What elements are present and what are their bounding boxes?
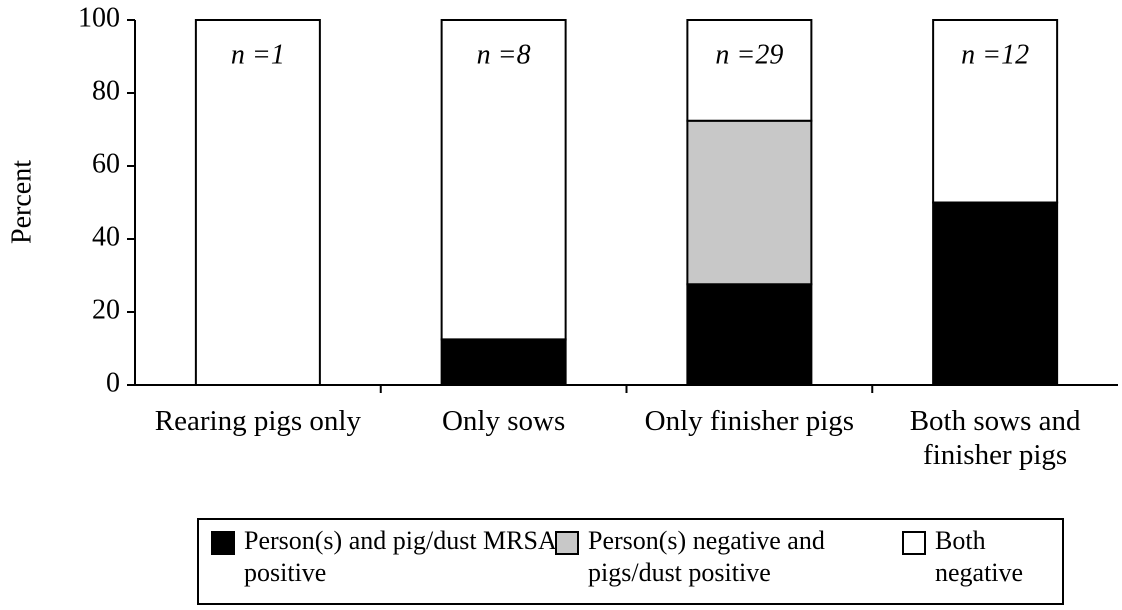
y-axis-label: Percent [6,160,37,244]
annotation: n =12 [961,39,1029,70]
bar-segment [194,19,321,386]
y-tick-label: 80 [92,75,120,106]
annotation: n =8 [477,39,531,70]
legend-label: Person(s) negative and pigs/dust positiv… [588,526,825,587]
annotation: n =1 [231,39,285,70]
bar-segment [932,19,1059,204]
bar-segment [686,119,813,286]
bar-segment [440,338,567,386]
x-tick-label: Only finisher pigs [644,405,855,437]
legend-swatch [555,531,579,555]
y-tick-label: 100 [78,2,120,33]
legend-label: Both negative [935,526,1024,587]
legend-swatch [211,531,235,555]
annotation: n =29 [715,39,783,70]
bar-segment [440,19,567,341]
x-tick-label: Rearing pigs only [154,405,361,437]
legend-box [197,518,1064,605]
y-tick-label: 60 [92,148,120,179]
legend-swatch [902,531,926,555]
y-tick-label: 0 [106,367,120,398]
bar-segment [686,283,813,387]
legend-label: Person(s) and pig/dust MRSA positive [244,526,556,587]
bar-segment [686,19,813,122]
x-tick-label: Both sows and finisher pigs [909,405,1081,471]
bar-segment [932,201,1059,386]
y-tick-label: 40 [92,221,120,252]
x-tick-label: Only sows [441,405,566,437]
y-tick-label: 20 [92,294,120,325]
